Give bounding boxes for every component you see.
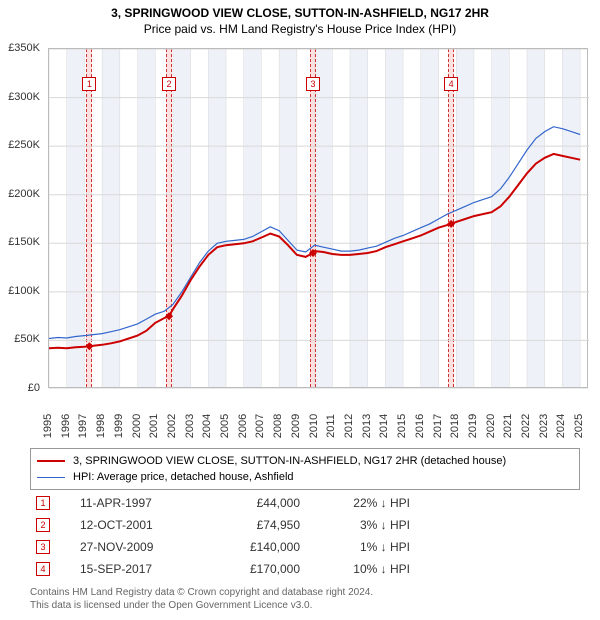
y-tick-label: £100K (8, 285, 40, 297)
sale-number-box: 3 (306, 77, 320, 91)
x-tick-label: 2016 (414, 414, 426, 438)
row-date: 11-APR-1997 (60, 496, 190, 510)
x-tick-label: 2011 (325, 414, 337, 438)
x-tick-label: 2012 (343, 414, 355, 438)
sale-marker (309, 249, 317, 257)
footer-attribution: Contains HM Land Registry data © Crown c… (30, 586, 373, 612)
legend: 3, SPRINGWOOD VIEW CLOSE, SUTTON-IN-ASHF… (30, 448, 580, 490)
row-pct: 22% ↓ HPI (310, 496, 410, 510)
sales-table: 1 11-APR-1997 £44,000 22% ↓ HPI 2 12-OCT-2001… (30, 492, 570, 580)
row-number-box: 1 (36, 496, 50, 510)
chart-plot-area: 1 2 3 4 (48, 48, 588, 388)
x-tick-label: 2009 (290, 414, 302, 438)
footer-line-1: Contains HM Land Registry data © Crown c… (30, 586, 373, 599)
sale-number-box: 4 (444, 77, 458, 91)
x-tick-label: 2023 (538, 414, 550, 438)
x-tick-label: 2017 (432, 414, 444, 438)
x-tick-label: 1997 (77, 414, 89, 438)
x-axis-labels: 1995199619971998199920002001200220032004… (48, 392, 588, 442)
y-tick-label: £0 (28, 382, 40, 394)
y-axis-labels: £0£50K£100K£150K£200K£250K£300K£350K (0, 48, 44, 388)
row-price: £74,950 (200, 518, 300, 532)
x-tick-label: 2022 (520, 414, 532, 438)
footer-line-2: This data is licensed under the Open Gov… (30, 599, 373, 612)
y-tick-label: £150K (8, 236, 40, 248)
row-price: £44,000 (200, 496, 300, 510)
x-tick-label: 1996 (60, 414, 72, 438)
x-tick-label: 2025 (573, 414, 585, 438)
x-tick-label: 1998 (95, 414, 107, 438)
x-tick-label: 2019 (467, 414, 479, 438)
row-pct: 10% ↓ HPI (310, 562, 410, 576)
row-date: 27-NOV-2009 (60, 540, 190, 554)
title-block: 3, SPRINGWOOD VIEW CLOSE, SUTTON-IN-ASHF… (0, 0, 600, 38)
y-tick-label: £350K (8, 42, 40, 54)
sale-number-box: 2 (162, 77, 176, 91)
x-tick-label: 2020 (485, 414, 497, 438)
x-tick-label: 2007 (254, 414, 266, 438)
sale-marker (447, 220, 455, 228)
x-tick-label: 2003 (184, 414, 196, 438)
sale-number-box: 1 (82, 77, 96, 91)
x-tick-label: 2002 (166, 414, 178, 438)
x-tick-label: 2000 (131, 414, 143, 438)
x-tick-label: 2005 (219, 414, 231, 438)
x-tick-label: 2010 (308, 414, 320, 438)
sale-marker (165, 312, 173, 320)
row-date: 12-OCT-2001 (60, 518, 190, 532)
legend-swatch (37, 477, 65, 478)
row-price: £170,000 (200, 562, 300, 576)
table-row: 4 15-SEP-2017 £170,000 10% ↓ HPI (30, 558, 570, 580)
row-number-box: 2 (36, 518, 50, 532)
title-address: 3, SPRINGWOOD VIEW CLOSE, SUTTON-IN-ASHF… (0, 6, 600, 20)
x-tick-label: 2001 (148, 414, 160, 438)
legend-item: 3, SPRINGWOOD VIEW CLOSE, SUTTON-IN-ASHF… (37, 453, 573, 469)
y-tick-label: £200K (8, 188, 40, 200)
row-date: 15-SEP-2017 (60, 562, 190, 576)
x-tick-label: 2015 (396, 414, 408, 438)
x-tick-label: 2014 (378, 414, 390, 438)
x-tick-label: 2024 (555, 414, 567, 438)
row-price: £140,000 (200, 540, 300, 554)
legend-item: HPI: Average price, detached house, Ashf… (37, 469, 573, 485)
table-row: 1 11-APR-1997 £44,000 22% ↓ HPI (30, 492, 570, 514)
x-tick-label: 1999 (113, 414, 125, 438)
row-pct: 3% ↓ HPI (310, 518, 410, 532)
title-subtitle: Price paid vs. HM Land Registry's House … (0, 22, 600, 36)
y-tick-label: £300K (8, 91, 40, 103)
y-tick-label: £50K (14, 333, 40, 345)
row-number-box: 3 (36, 540, 50, 554)
y-tick-label: £250K (8, 139, 40, 151)
legend-label: 3, SPRINGWOOD VIEW CLOSE, SUTTON-IN-ASHF… (73, 455, 506, 467)
sale-marker (85, 342, 93, 350)
x-tick-label: 1995 (42, 414, 54, 438)
legend-label: HPI: Average price, detached house, Ashf… (73, 471, 294, 483)
x-tick-label: 2006 (237, 414, 249, 438)
table-row: 3 27-NOV-2009 £140,000 1% ↓ HPI (30, 536, 570, 558)
row-pct: 1% ↓ HPI (310, 540, 410, 554)
x-tick-label: 2018 (449, 414, 461, 438)
chart-container: 3, SPRINGWOOD VIEW CLOSE, SUTTON-IN-ASHF… (0, 0, 600, 620)
row-number-box: 4 (36, 562, 50, 576)
x-tick-label: 2013 (361, 414, 373, 438)
chart-svg (49, 49, 589, 389)
x-tick-label: 2004 (201, 414, 213, 438)
x-tick-label: 2008 (272, 414, 284, 438)
table-row: 2 12-OCT-2001 £74,950 3% ↓ HPI (30, 514, 570, 536)
legend-swatch (37, 460, 65, 462)
x-tick-label: 2021 (502, 414, 514, 438)
